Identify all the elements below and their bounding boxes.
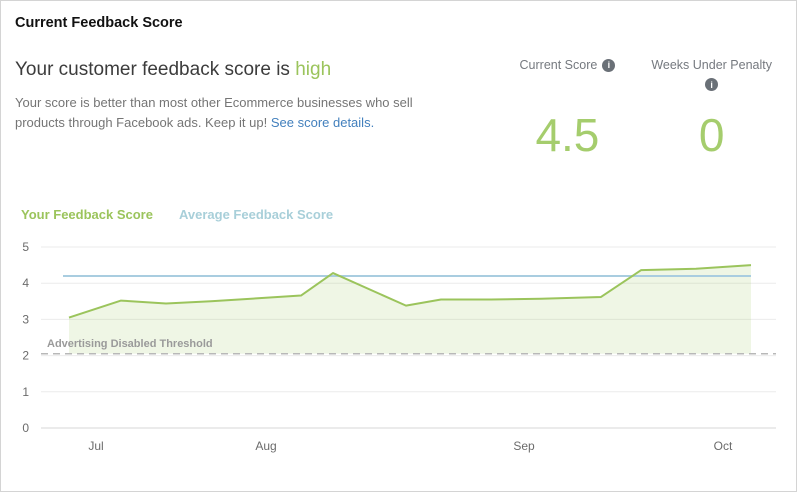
info-icon[interactable]: i — [602, 59, 616, 72]
y-tick-label: 1 — [22, 385, 29, 399]
metrics-block: Current Score i 4.5 Weeks Under Penalty … — [520, 58, 778, 159]
current-score-label: Current Score — [519, 58, 598, 72]
x-tick-label: Oct — [714, 439, 733, 453]
weeks-under-penalty-label: Weeks Under Penalty — [651, 58, 772, 72]
see-score-details-link[interactable]: See score details. — [270, 115, 375, 131]
y-tick-label: 2 — [22, 349, 29, 363]
weeks-under-penalty-label-row: Weeks Under Penalty — [651, 58, 772, 73]
score-level-highlight: high — [295, 59, 332, 80]
current-score-label-row: Current Score i — [520, 58, 616, 73]
x-tick-label: Aug — [255, 439, 276, 453]
chart-area: 0 1 2 3 4 5 Advertising Disabled Threshold Jul A… — [1, 235, 796, 490]
info-icon[interactable]: i — [705, 78, 719, 91]
current-score-metric: Current Score i 4.5 — [520, 58, 616, 159]
page-title: Current Feedback Score — [15, 15, 183, 31]
header: Current Feedback Score — [1, 1, 796, 33]
summary-text-block: Your customer feedback score is high You… — [15, 58, 447, 133]
legend-your-feedback-score[interactable]: Your Feedback Score — [21, 207, 153, 222]
your-score-area — [69, 265, 751, 354]
y-tick-label: 5 — [22, 240, 29, 254]
your-score-line — [68, 264, 752, 319]
current-score-head: Current Score i — [520, 58, 616, 105]
current-score-value: 4.5 — [535, 109, 600, 161]
y-tick-label: 0 — [22, 421, 29, 435]
score-heading-prefix: Your customer feedback score is — [15, 59, 290, 80]
x-tick-label: Jul — [88, 439, 103, 453]
score-description-text: Your score is better than most other Eco… — [15, 95, 413, 131]
score-description: Your score is better than most other Eco… — [15, 93, 447, 133]
summary-section: Your customer feedback score is high You… — [1, 33, 796, 174]
legend-average-feedback-score[interactable]: Average Feedback Score — [178, 207, 334, 222]
feedback-chart[interactable]: 0 1 2 3 4 5 Advertising Disabled Threshold Jul A… — [1, 235, 797, 485]
weeks-under-penalty-metric: Weeks Under Penalty i 0 — [651, 58, 772, 159]
y-tick-label: 3 — [22, 312, 29, 326]
chart-legend: Your Feedback Score Average Feedback Sco… — [21, 207, 796, 222]
weeks-under-penalty-value: 0 — [698, 109, 725, 161]
score-heading: Your customer feedback score is high — [15, 58, 447, 82]
threshold-label: Advertising Disabled Threshold — [47, 338, 213, 350]
weeks-under-penalty-head: Weeks Under Penalty i — [651, 58, 772, 105]
x-tick-label: Sep — [513, 439, 535, 453]
y-tick-label: 4 — [22, 276, 29, 290]
